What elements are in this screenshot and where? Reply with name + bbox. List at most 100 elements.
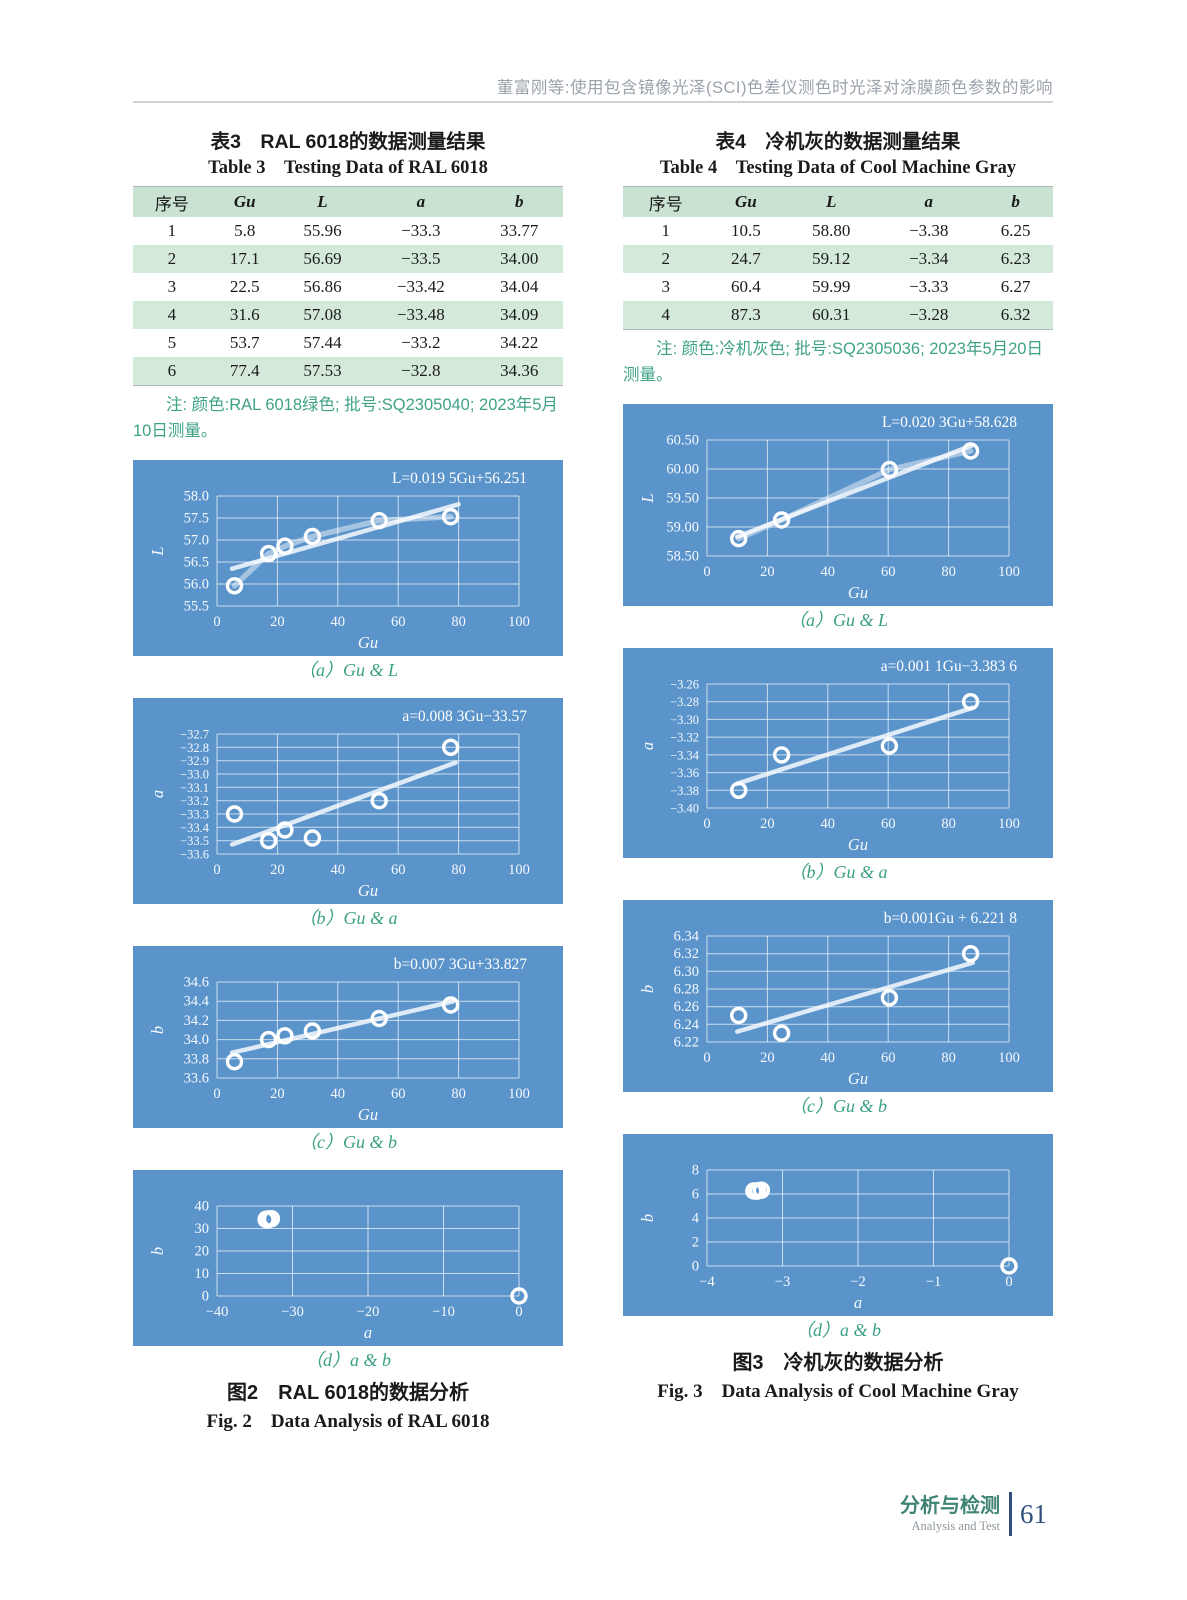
chart-subcaption: （a）Gu & L — [787, 610, 888, 630]
column-header-index: 序号 — [623, 186, 709, 217]
svg-text:34.2: 34.2 — [184, 1013, 209, 1029]
svg-text:60.50: 60.50 — [666, 433, 699, 449]
svg-text:40: 40 — [195, 1199, 210, 1215]
table-title-cn: 表4 冷机灰的数据测量结果 — [715, 131, 961, 153]
running-head: 董富刚等:使用包含镜像光泽(SCI)色差仪测色时光泽对涂膜颜色参数的影响 — [496, 79, 1053, 97]
chart-subcaption: （b）Gu & a — [298, 908, 398, 928]
chart-subcaption: （c）Gu & b — [789, 1096, 887, 1116]
column-header-a: a — [366, 186, 476, 217]
table-row: 1 5.8 55.96 −33.3 33.77 — [133, 217, 563, 245]
table-row: 6 77.4 57.53 −32.8 34.36 — [133, 357, 563, 386]
table-row: 3 60.4 59.99 −3.33 6.27 — [623, 273, 1053, 301]
svg-text:a: a — [364, 1323, 372, 1342]
svg-text:b: b — [148, 1247, 167, 1255]
table-row: 5 53.7 57.44 −33.2 34.22 — [133, 329, 563, 357]
scatter-chart-2a: 58.0 57.5 57.0 56.5 56.0 55.5 0 20 40 60 80 100 Gu L L… — [133, 460, 563, 656]
table-row: 1 10.5 58.80 −3.38 6.25 — [623, 217, 1053, 245]
column-header-gu: Gu — [210, 186, 279, 217]
svg-text:−40: −40 — [206, 1304, 229, 1320]
figure-title-en: Fig. 2 Data Analysis of RAL 6018 — [206, 1411, 490, 1432]
table-cell: 34.04 — [500, 277, 539, 296]
svg-text:33.6: 33.6 — [184, 1071, 209, 1087]
table-cell: 57.08 — [303, 305, 342, 324]
svg-text:40: 40 — [821, 564, 836, 580]
svg-text:a: a — [854, 1293, 862, 1312]
svg-text:100: 100 — [508, 614, 530, 630]
svg-text:−4: −4 — [699, 1274, 715, 1290]
svg-text:−33.3: −33.3 — [180, 808, 209, 822]
svg-text:60.00: 60.00 — [666, 462, 699, 478]
table-cell: 31.6 — [229, 305, 260, 324]
svg-text:Gu: Gu — [358, 1105, 378, 1124]
table-cell: 1 — [661, 221, 670, 240]
table-cell: −3.33 — [909, 277, 949, 296]
svg-text:b=0.001Gu + 6.221 8: b=0.001Gu + 6.221 8 — [884, 910, 1018, 927]
table-cell: 34.00 — [500, 249, 539, 268]
svg-text:57.0: 57.0 — [184, 533, 209, 549]
svg-text:0: 0 — [1005, 1274, 1012, 1290]
table-cell: 33.77 — [500, 221, 539, 240]
svg-text:100: 100 — [508, 862, 530, 878]
svg-text:−33.6: −33.6 — [180, 848, 209, 862]
svg-text:Gu: Gu — [358, 881, 378, 900]
table-row: 2 24.7 59.12 −3.34 6.23 — [623, 245, 1053, 273]
table-cell: 10.5 — [730, 221, 761, 240]
table-cell: 6.32 — [1000, 305, 1031, 324]
svg-text:6.26: 6.26 — [674, 999, 699, 1015]
svg-text:2: 2 — [692, 1235, 699, 1251]
svg-text:80: 80 — [941, 1050, 956, 1066]
svg-text:−32.7: −32.7 — [180, 728, 209, 742]
column-header-index: 序号 — [133, 186, 211, 217]
svg-text:−10: −10 — [432, 1304, 455, 1320]
table-body: 1 10.5 58.80 −3.38 6.25 2 24.7 59.12 −3.34 6.23 3 6… — [623, 217, 1053, 330]
table-cell: −3.34 — [909, 249, 949, 268]
column-header-a: a — [879, 186, 979, 217]
table-cell: 4 — [167, 305, 177, 324]
svg-text:6: 6 — [692, 1187, 699, 1203]
table-cell: 77.4 — [229, 361, 260, 380]
page-footer: 分析与检测 Analysis and Test 61 — [900, 1492, 1047, 1536]
chart-subcaption: （d）a & b — [304, 1350, 391, 1370]
svg-text:34.6: 34.6 — [184, 975, 209, 991]
table-cell: 56.69 — [303, 249, 342, 268]
svg-text:a: a — [638, 742, 657, 750]
table-note: 注: 颜色:冷机灰色; 批号:SQ2305036; 2023年5月20日测量。 — [623, 340, 1043, 384]
svg-text:6.24: 6.24 — [674, 1017, 700, 1033]
table-cell: 17.1 — [229, 249, 260, 268]
journal-name-cn: 分析与检测 — [900, 1495, 1000, 1517]
svg-text:60: 60 — [881, 1050, 896, 1066]
figure-title-cn: 图3 冷机灰的数据分析 — [732, 1352, 944, 1374]
chart-subcaption: （c）Gu & b — [299, 1132, 397, 1152]
svg-text:−20: −20 — [357, 1304, 380, 1320]
table-cell: 2 — [167, 249, 177, 268]
svg-text:80: 80 — [451, 1086, 466, 1102]
table-cell: 58.80 — [812, 221, 851, 240]
table-cell: 5.8 — [234, 221, 256, 240]
table-cell: 2 — [661, 249, 670, 268]
svg-text:56.0: 56.0 — [184, 577, 209, 593]
svg-text:−3.32: −3.32 — [670, 731, 699, 745]
svg-text:L: L — [148, 546, 167, 556]
svg-text:20: 20 — [760, 564, 775, 580]
svg-text:80: 80 — [941, 564, 956, 580]
table-cell: 34.36 — [500, 361, 539, 380]
svg-text:−3.28: −3.28 — [670, 695, 699, 709]
svg-text:0: 0 — [202, 1289, 209, 1305]
table-cell: 56.86 — [303, 277, 342, 296]
svg-text:−3: −3 — [775, 1274, 790, 1290]
table-cell: 6.23 — [1000, 249, 1031, 268]
svg-text:20: 20 — [270, 862, 285, 878]
svg-text:−30: −30 — [281, 1304, 304, 1320]
scatter-chart-3a: 60.50 60.00 59.50 59.00 58.50 0 20 40 60 80 100 Gu L… — [623, 404, 1053, 606]
scatter-chart-3b: −3.26 −3.28 −3.30 −3.32 −3.34 −3.36 −3.38 −3.40… — [623, 648, 1053, 858]
journal-name: 分析与检测 Analysis and Test — [900, 1494, 1000, 1534]
svg-text:20: 20 — [270, 614, 285, 630]
svg-text:−1: −1 — [926, 1274, 941, 1290]
table-cell: 5 — [167, 333, 177, 352]
svg-text:−3.26: −3.26 — [670, 678, 699, 692]
table-row: 3 22.5 56.86 −33.42 34.04 — [133, 273, 563, 301]
table-cell: 22.5 — [229, 277, 260, 296]
svg-text:10: 10 — [195, 1266, 210, 1282]
